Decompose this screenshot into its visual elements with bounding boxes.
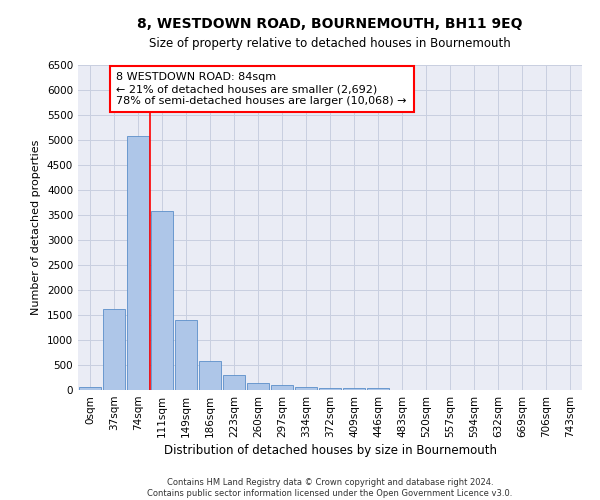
Text: Contains HM Land Registry data © Crown copyright and database right 2024.
Contai: Contains HM Land Registry data © Crown c… bbox=[148, 478, 512, 498]
Text: 8 WESTDOWN ROAD: 84sqm
← 21% of detached houses are smaller (2,692)
78% of semi-: 8 WESTDOWN ROAD: 84sqm ← 21% of detached… bbox=[116, 72, 407, 106]
Bar bbox=[151, 211, 173, 390]
Text: Size of property relative to detached houses in Bournemouth: Size of property relative to detached ho… bbox=[149, 38, 511, 51]
Bar bbox=[295, 386, 317, 390]
Bar bbox=[127, 136, 149, 390]
Bar bbox=[175, 320, 197, 390]
Bar bbox=[367, 388, 389, 390]
Y-axis label: Number of detached properties: Number of detached properties bbox=[31, 140, 41, 315]
Bar bbox=[79, 386, 101, 390]
Bar bbox=[319, 388, 341, 390]
Bar bbox=[343, 388, 365, 390]
Bar bbox=[199, 361, 221, 390]
X-axis label: Distribution of detached houses by size in Bournemouth: Distribution of detached houses by size … bbox=[163, 444, 497, 457]
Text: 8, WESTDOWN ROAD, BOURNEMOUTH, BH11 9EQ: 8, WESTDOWN ROAD, BOURNEMOUTH, BH11 9EQ bbox=[137, 18, 523, 32]
Bar bbox=[223, 375, 245, 390]
Bar bbox=[247, 383, 269, 390]
Bar bbox=[103, 308, 125, 390]
Bar bbox=[271, 385, 293, 390]
